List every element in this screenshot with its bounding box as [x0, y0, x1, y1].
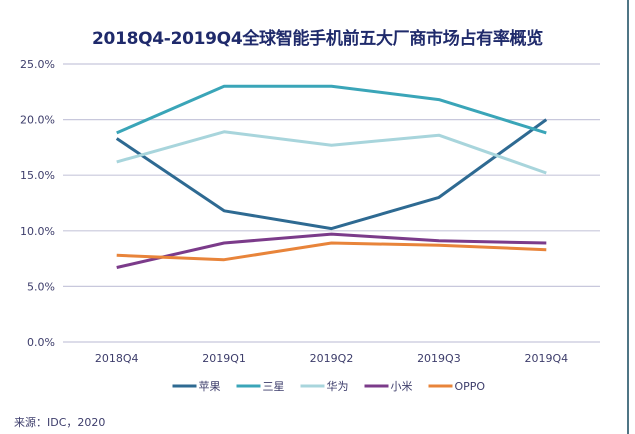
gridlines — [63, 63, 600, 343]
y-axis-ticks: 0.0% 5.0% 10.0% 15.0% 20.0% 25.0% — [20, 58, 55, 349]
y-tick-label: 15.0% — [20, 169, 55, 182]
x-tick-label: 2019Q2 — [310, 352, 354, 365]
series-lines — [115, 84, 548, 269]
x-tick-label: 2018Q4 — [95, 352, 139, 365]
legend-label: 三星 — [263, 380, 285, 393]
legend-item: 苹果 — [172, 379, 221, 393]
chart-title: 2018Q4-2019Q4全球智能手机前五大厂商市场占有率概览 — [92, 29, 543, 49]
x-tick-label: 2019Q3 — [417, 352, 461, 365]
y-tick-label: 20.0% — [20, 114, 55, 127]
series-line-OPPO — [116, 241, 547, 262]
series-line-苹果 — [115, 118, 548, 231]
x-tick-label: 2019Q1 — [202, 352, 246, 365]
legend-label: 小米 — [391, 380, 413, 393]
x-tick-label: 2019Q4 — [524, 352, 568, 365]
legend-item: 三星 — [236, 380, 285, 393]
legend-label: OPPO — [455, 380, 486, 393]
legend: 苹果 三星 华为 小米 OPPO — [172, 379, 486, 393]
source-note: 来源：IDC，2020 — [14, 416, 106, 429]
y-tick-label: 5.0% — [27, 280, 55, 293]
legend-item: OPPO — [428, 380, 486, 393]
y-tick-label: 0.0% — [27, 336, 55, 349]
series-line-三星 — [116, 84, 547, 135]
y-tick-label: 25.0% — [20, 58, 55, 71]
legend-item: 华为 — [300, 379, 349, 393]
y-tick-label: 10.0% — [20, 225, 55, 238]
legend-item: 小米 — [364, 380, 413, 393]
series-line-小米 — [116, 232, 547, 269]
x-axis-ticks: 2018Q4 2019Q1 2019Q2 2019Q3 2019Q4 — [95, 352, 568, 365]
series-line-华为 — [116, 130, 547, 175]
legend-label: 苹果 — [199, 379, 221, 393]
legend-label: 华为 — [327, 379, 349, 393]
